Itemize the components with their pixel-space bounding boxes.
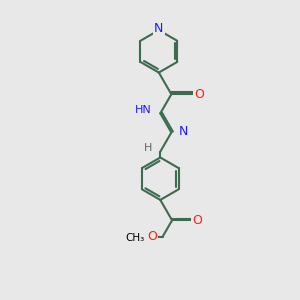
Text: O: O (147, 230, 157, 243)
Text: HN: HN (135, 105, 152, 116)
Text: O: O (194, 88, 204, 101)
Text: H: H (144, 143, 152, 153)
Text: N: N (179, 124, 188, 137)
Text: N: N (154, 22, 164, 35)
Text: CH₃: CH₃ (126, 233, 145, 243)
Text: O: O (192, 214, 202, 227)
